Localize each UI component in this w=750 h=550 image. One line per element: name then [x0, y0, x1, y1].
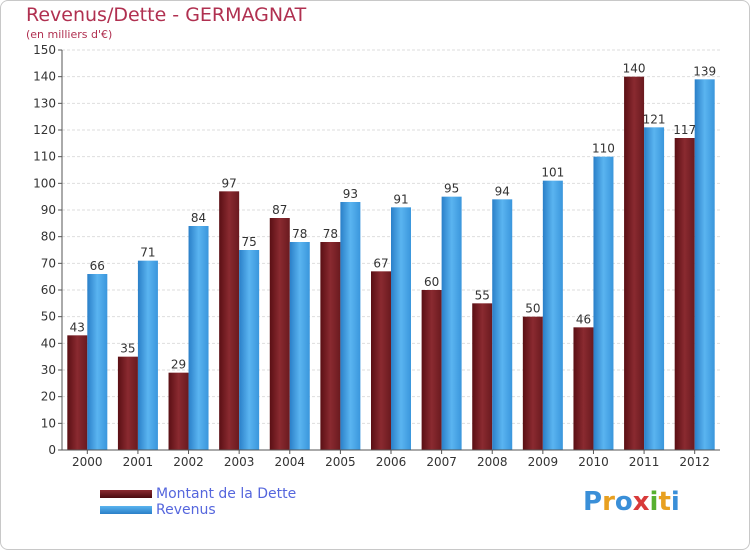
bar-revenus-2007: [441, 196, 462, 450]
y-tick-label: 110: [33, 150, 56, 164]
logo-letter: r: [602, 487, 615, 517]
chart-subtitle: (en milliers d'€): [26, 28, 113, 41]
bar-revenus-2004: [289, 242, 310, 450]
data-label-debt-2010: 46: [576, 312, 591, 326]
data-label-revenus-2005: 93: [343, 187, 358, 201]
bar-revenus-2011: [644, 127, 665, 450]
y-tick-label: 80: [41, 230, 56, 244]
bar-debt-2008: [472, 303, 493, 450]
data-label-debt-2003: 97: [222, 176, 237, 190]
logo-letter: i: [649, 487, 659, 517]
bar-revenus-2001: [137, 260, 158, 450]
bar-debt-2002: [168, 372, 189, 450]
data-label-debt-2002: 29: [171, 358, 186, 372]
bar-revenus-2012: [694, 79, 715, 450]
x-tick-label-2010: 2010: [578, 455, 609, 469]
data-label-debt-2008: 55: [475, 288, 490, 302]
x-tick-label-2003: 2003: [224, 455, 255, 469]
data-label-debt-2004: 87: [272, 203, 287, 217]
bar-debt-2005: [320, 242, 341, 450]
data-label-revenus-2007: 95: [444, 182, 459, 196]
data-label-debt-2007: 60: [424, 275, 439, 289]
data-label-debt-2012: 117: [673, 123, 696, 137]
x-tick-label-2000: 2000: [72, 455, 103, 469]
bar-debt-2001: [117, 356, 138, 450]
logo-letter: t: [658, 487, 671, 517]
data-label-debt-2009: 50: [525, 302, 540, 316]
y-tick-label: 30: [41, 363, 56, 377]
y-tick-label: 50: [41, 310, 56, 324]
data-label-revenus-2001: 71: [140, 246, 155, 260]
data-label-revenus-2011: 121: [643, 112, 666, 126]
x-tick-label-2006: 2006: [376, 455, 407, 469]
x-tick-label-2008: 2008: [477, 455, 508, 469]
data-label-revenus-2002: 84: [191, 211, 206, 225]
y-tick-label: 70: [41, 256, 56, 270]
bar-revenus-2010: [593, 156, 614, 450]
data-label-debt-2001: 35: [120, 342, 135, 356]
x-tick-label-2004: 2004: [274, 455, 305, 469]
bar-debt-2003: [219, 191, 240, 451]
data-label-revenus-2012: 139: [693, 64, 716, 78]
bar-revenus-2008: [492, 199, 513, 450]
x-tick-label-2012: 2012: [679, 455, 710, 469]
legend-label-debt: Montant de la Dette: [156, 486, 297, 502]
data-label-debt-2000: 43: [70, 320, 85, 334]
y-tick-label: 140: [33, 70, 56, 84]
y-tick-label: 40: [41, 336, 56, 350]
data-label-revenus-2000: 66: [90, 259, 105, 273]
data-label-debt-2006: 67: [373, 256, 388, 270]
bar-debt-2012: [674, 138, 695, 450]
legend-label-revenus: Revenus: [156, 502, 216, 518]
legend-swatch-revenus: [100, 506, 152, 514]
data-label-debt-2005: 78: [323, 227, 338, 241]
x-tick-label-2005: 2005: [325, 455, 356, 469]
x-tick-label-2009: 2009: [528, 455, 559, 469]
x-tick-label-2001: 2001: [123, 455, 154, 469]
y-tick-label: 100: [33, 176, 56, 190]
y-tick-label: 130: [33, 96, 56, 110]
data-label-revenus-2009: 101: [541, 166, 564, 180]
bar-revenus-2005: [340, 202, 361, 450]
x-tick-label-2007: 2007: [426, 455, 457, 469]
bar-debt-2004: [269, 218, 290, 450]
bar-revenus-2009: [542, 180, 563, 450]
bar-debt-2000: [67, 335, 88, 450]
data-label-revenus-2008: 94: [495, 184, 510, 198]
logo-letter: o: [614, 487, 633, 517]
y-tick-label: 0: [48, 443, 56, 457]
x-tick-label-2011: 2011: [629, 455, 660, 469]
y-tick-label: 60: [41, 283, 56, 297]
data-label-revenus-2003: 75: [242, 235, 257, 249]
bar-revenus-2002: [188, 226, 209, 450]
data-label-debt-2011: 140: [623, 62, 646, 76]
bar-revenus-2000: [87, 274, 108, 450]
bar-debt-2009: [522, 316, 543, 450]
bar-debt-2011: [624, 76, 645, 451]
legend-swatch-debt: [100, 490, 152, 498]
data-label-revenus-2004: 78: [292, 227, 307, 241]
y-tick-label: 10: [41, 416, 56, 430]
chart-title: Revenus/Dette - GERMAGNAT: [26, 4, 307, 26]
logo-letter: x: [632, 487, 650, 517]
x-tick-label-2002: 2002: [173, 455, 204, 469]
data-label-revenus-2010: 110: [592, 142, 615, 156]
y-tick-label: 90: [41, 203, 56, 217]
bar-debt-2006: [371, 271, 391, 450]
bar-revenus-2006: [391, 207, 411, 450]
y-tick-label: 20: [41, 390, 56, 404]
logo-letter: i: [670, 487, 680, 517]
data-label-revenus-2006: 91: [393, 192, 408, 206]
bar-debt-2010: [573, 327, 594, 450]
bar-revenus-2003: [239, 250, 260, 450]
bar-debt-2007: [421, 290, 442, 450]
y-tick-label: 150: [33, 43, 56, 57]
y-tick-label: 120: [33, 123, 56, 137]
logo-letter: P: [583, 487, 603, 517]
proxiti-logo: Proxiti: [583, 487, 680, 517]
